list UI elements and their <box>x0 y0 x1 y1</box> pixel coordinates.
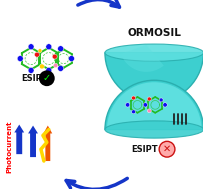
Circle shape <box>57 46 63 52</box>
Circle shape <box>142 103 147 107</box>
FancyArrow shape <box>43 125 52 161</box>
Circle shape <box>38 49 42 53</box>
Circle shape <box>125 103 129 107</box>
Circle shape <box>147 97 151 101</box>
Circle shape <box>28 44 34 50</box>
Circle shape <box>53 63 58 68</box>
Text: ✕: ✕ <box>162 144 170 154</box>
Ellipse shape <box>104 44 203 61</box>
Circle shape <box>17 56 23 62</box>
Circle shape <box>131 110 135 114</box>
Circle shape <box>34 52 39 57</box>
FancyArrow shape <box>28 125 38 157</box>
Wedge shape <box>104 53 203 102</box>
Circle shape <box>39 70 54 86</box>
Text: ESIPT: ESIPT <box>130 145 157 154</box>
Circle shape <box>68 56 74 62</box>
Circle shape <box>131 96 135 100</box>
Circle shape <box>158 141 174 157</box>
Wedge shape <box>104 80 203 129</box>
Text: ORMOSIL: ORMOSIL <box>127 28 180 38</box>
Ellipse shape <box>104 121 203 138</box>
Circle shape <box>147 109 151 113</box>
Circle shape <box>46 44 52 50</box>
Circle shape <box>52 54 57 59</box>
FancyArrow shape <box>14 125 24 154</box>
Wedge shape <box>106 82 201 129</box>
Circle shape <box>57 65 63 71</box>
Circle shape <box>39 64 44 69</box>
Text: ESIPT: ESIPT <box>21 74 48 83</box>
Circle shape <box>28 67 34 73</box>
Circle shape <box>46 67 52 73</box>
Circle shape <box>162 103 166 107</box>
Circle shape <box>158 98 162 102</box>
Wedge shape <box>120 45 163 72</box>
Text: ✓: ✓ <box>43 73 51 83</box>
Text: Photocurrent: Photocurrent <box>6 121 12 174</box>
